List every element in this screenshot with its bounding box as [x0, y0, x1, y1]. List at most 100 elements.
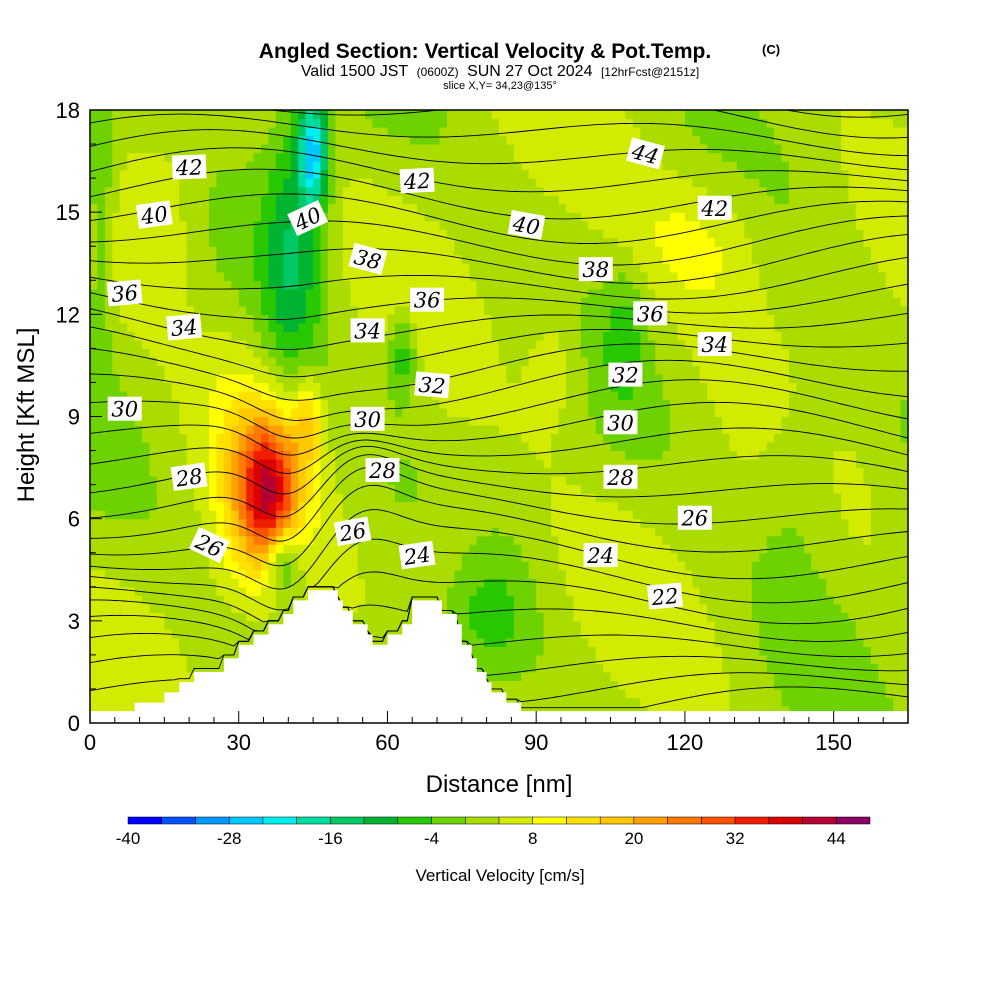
field-cell: [335, 186, 344, 196]
field-cell: [209, 561, 217, 571]
field-cell: [417, 595, 426, 605]
field-cell: [476, 382, 485, 392]
field-cell: [201, 408, 210, 418]
field-cell: [305, 271, 314, 281]
field-cell: [231, 178, 240, 188]
field-cell: [156, 254, 165, 264]
field-cell: [365, 280, 374, 290]
field-cell: [424, 527, 433, 537]
field-cell: [209, 186, 217, 196]
field-cell: [387, 510, 396, 520]
field-cell: [565, 612, 574, 622]
field-cell: [573, 442, 582, 452]
field-cell: [231, 288, 240, 298]
field-cell: [149, 322, 158, 332]
field-cell: [461, 365, 470, 375]
field-cell: [112, 144, 121, 154]
field-cell: [328, 322, 336, 332]
field-cell: [328, 382, 336, 392]
field-cell: [543, 476, 552, 486]
field-cell: [171, 510, 180, 520]
field-cell: [454, 186, 463, 196]
field-cell: [603, 697, 612, 707]
field-cell: [603, 671, 612, 681]
field-cell: [246, 322, 255, 332]
field-cell: [573, 118, 582, 128]
field-cell: [595, 476, 604, 486]
field-cell: [142, 646, 151, 656]
field-cell: [573, 280, 582, 290]
field-cell: [149, 271, 158, 281]
field-cell: [246, 229, 255, 239]
field-cell: [521, 365, 530, 375]
field-cell: [156, 561, 165, 571]
field-cell: [313, 467, 322, 477]
field-cell: [417, 399, 426, 409]
field-cell: [409, 339, 418, 349]
field-cell: [283, 254, 292, 264]
field-cell: [104, 680, 113, 690]
field-cell: [595, 620, 604, 630]
field-cell: [365, 612, 374, 622]
field-cell: [491, 629, 500, 639]
field-cell: [521, 408, 530, 418]
field-cell: [223, 263, 232, 273]
field-cell: [238, 373, 247, 383]
field-cell: [558, 535, 567, 545]
field-cell: [357, 467, 366, 477]
field-cell: [142, 305, 151, 315]
field-cell: [104, 561, 113, 571]
field-cell: [127, 569, 136, 579]
field-cell: [446, 135, 455, 145]
field-cell: [580, 706, 589, 716]
field-cell: [194, 578, 203, 588]
field-cell: [342, 314, 351, 324]
field-cell: [424, 110, 433, 120]
field-cell: [119, 373, 128, 383]
field-cell: [164, 459, 173, 469]
field-cell: [469, 493, 478, 503]
field-cell: [231, 237, 240, 247]
field-cell: [268, 365, 277, 375]
field-cell: [127, 646, 136, 656]
field-cell: [432, 416, 441, 426]
field-cell: [216, 637, 225, 647]
field-cell: [350, 127, 359, 137]
field-cell: [156, 237, 165, 247]
field-cell: [313, 152, 322, 162]
field-cell: [223, 280, 232, 290]
field-cell: [491, 356, 500, 366]
field-cell: [246, 305, 255, 315]
field-cell: [543, 433, 552, 443]
field-cell: [209, 169, 217, 179]
field-cell: [357, 391, 366, 401]
field-cell: [528, 442, 537, 452]
field-cell: [528, 186, 537, 196]
field-cell: [506, 476, 515, 486]
field-cell: [491, 442, 500, 452]
field-cell: [320, 288, 329, 298]
field-cell: [588, 680, 597, 690]
field-cell: [216, 169, 225, 179]
field-cell: [513, 467, 522, 477]
field-cell: [104, 663, 113, 673]
field-cell: [246, 237, 255, 247]
field-cell: [394, 339, 403, 349]
field-cell: [171, 595, 180, 605]
field-cell: [320, 229, 329, 239]
field-cell: [156, 135, 165, 145]
field-cell: [521, 450, 530, 460]
field-cell: [290, 510, 299, 520]
field-cell: [246, 518, 255, 528]
field-cell: [506, 118, 515, 128]
field-cell: [565, 425, 574, 435]
field-cell: [551, 552, 560, 562]
field-cell: [536, 391, 545, 401]
field-cell: [476, 467, 485, 477]
field-cell: [350, 280, 359, 290]
field-cell: [372, 442, 381, 452]
field-cell: [506, 467, 515, 477]
field-cell: [298, 586, 307, 596]
field-cell: [335, 297, 344, 307]
field-cell: [499, 408, 507, 418]
